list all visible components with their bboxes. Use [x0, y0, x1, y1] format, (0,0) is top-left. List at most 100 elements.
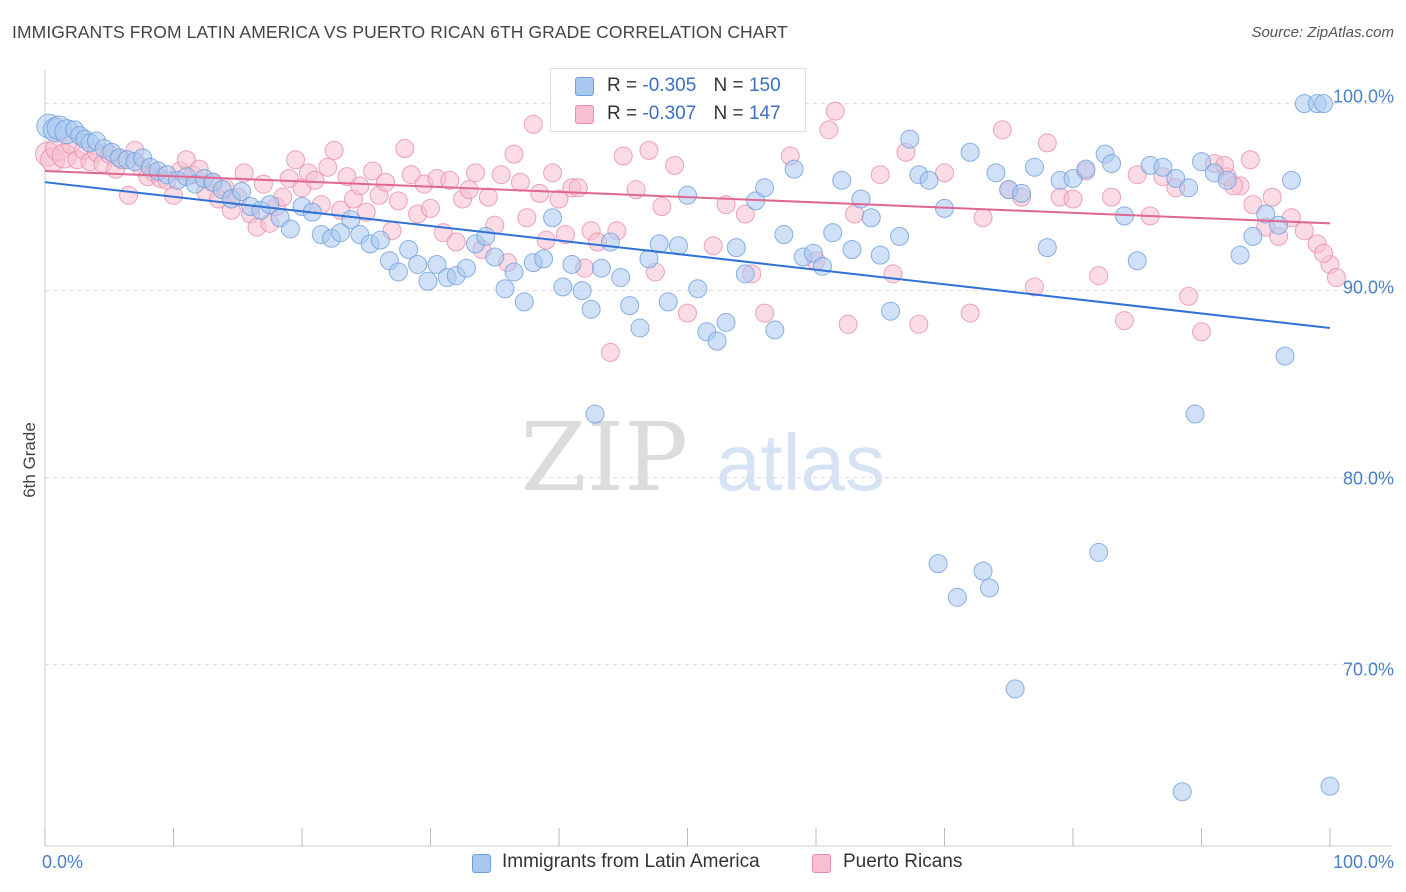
point-blue-126 — [1243, 226, 1263, 246]
point-pink-97 — [716, 195, 736, 215]
point-blue-36 — [341, 210, 361, 230]
point-blue-88 — [842, 240, 862, 260]
point-pink-110 — [909, 314, 929, 334]
point-blue-90 — [861, 208, 881, 228]
point-blue-97 — [928, 554, 948, 574]
point-blue-129 — [1275, 346, 1295, 366]
point-pink-125 — [1127, 165, 1147, 185]
point-pink-47 — [337, 167, 357, 187]
point-blue-130 — [1281, 170, 1301, 190]
series-latin-america — [36, 94, 1340, 802]
point-pink-107 — [870, 165, 890, 185]
point-blue-119 — [1166, 168, 1186, 188]
legend-row-blue: R = -0.305 N = 150 — [607, 75, 781, 96]
point-pink-89 — [613, 146, 633, 166]
trend-line-pink — [44, 169, 1331, 225]
point-blue-77 — [735, 264, 755, 284]
point-pink-117 — [1024, 277, 1044, 297]
point-blue-65 — [620, 296, 640, 316]
point-blue-76 — [726, 238, 746, 258]
point-blue-71 — [678, 185, 697, 205]
point-pink-34 — [253, 174, 273, 194]
point-pink-122 — [1089, 266, 1109, 286]
point-pink-50 — [356, 202, 376, 222]
point-pink-80 — [549, 189, 569, 209]
point-blue-39 — [370, 230, 390, 250]
point-pink-77 — [530, 183, 550, 203]
point-blue-53 — [504, 262, 524, 282]
point-pink-129 — [1179, 286, 1199, 306]
point-blue-61 — [581, 299, 601, 319]
point-pink-105 — [838, 314, 858, 334]
point-blue-107 — [1024, 157, 1044, 177]
point-pink-81 — [555, 225, 575, 245]
point-pink-141 — [1314, 243, 1334, 263]
source-text: Source: ZipAtlas.com — [1251, 24, 1394, 41]
point-blue-92 — [881, 301, 901, 321]
x-tick-100: 100.0% — [1332, 852, 1394, 872]
point-blue-122 — [1192, 152, 1211, 172]
point-blue-67 — [639, 249, 659, 269]
point-blue-124 — [1217, 170, 1237, 190]
point-pink-123 — [1102, 187, 1122, 207]
point-blue-103 — [986, 163, 1006, 183]
point-pink-55 — [388, 191, 408, 211]
point-blue-82 — [784, 159, 804, 179]
point-blue-128 — [1269, 215, 1289, 235]
point-blue-84 — [803, 243, 823, 263]
point-blue-56 — [534, 249, 554, 269]
point-pink-113 — [973, 208, 993, 228]
point-pink-87 — [600, 342, 620, 362]
watermark-zip: ZIP — [521, 403, 688, 513]
point-blue-25 — [232, 182, 252, 202]
point-blue-112 — [1089, 542, 1109, 562]
point-blue-44 — [418, 271, 438, 291]
point-pink-104 — [825, 101, 845, 121]
point-pink-83 — [568, 178, 588, 198]
point-blue-30 — [280, 219, 300, 239]
point-blue-102 — [979, 578, 999, 598]
point-blue-64 — [611, 268, 631, 288]
y-tick-80: 80.0% — [1342, 468, 1394, 489]
point-blue-91 — [870, 245, 890, 265]
point-pink-130 — [1192, 322, 1211, 342]
bottom-legend-swatch-pink — [812, 854, 831, 873]
bottom-legend-blue-label: Immigrants from Latin America — [502, 851, 760, 872]
point-pink-45 — [324, 140, 344, 160]
point-blue-48 — [456, 258, 476, 278]
point-pink-98 — [735, 204, 755, 224]
point-pink-64 — [446, 232, 466, 252]
correlation-legend: R = -0.305 N = 150 R = -0.307 N = 147 — [550, 68, 806, 132]
point-pink-91 — [639, 140, 659, 160]
point-pink-120 — [1063, 189, 1083, 209]
point-blue-69 — [658, 292, 678, 312]
trend-line-blue — [44, 181, 1331, 330]
point-pink-112 — [960, 303, 980, 323]
legend-swatch-blue — [575, 77, 594, 96]
point-pink-74 — [510, 172, 530, 192]
point-pink-44 — [318, 157, 338, 177]
point-pink-51 — [363, 161, 383, 181]
point-blue-66 — [630, 318, 650, 338]
y-tick-70: 70.0% — [1342, 659, 1394, 680]
point-blue-93 — [890, 226, 910, 246]
point-blue-43 — [408, 254, 428, 274]
point-pink-49 — [350, 176, 370, 196]
point-pink-63 — [440, 170, 460, 190]
point-blue-118 — [1153, 157, 1173, 177]
point-pink-39 — [286, 150, 306, 170]
chart-title: IMMIGRANTS FROM LATIN AMERICA VS PUERTO … — [12, 22, 788, 42]
point-blue-120 — [1172, 782, 1192, 802]
point-pink-42 — [305, 170, 325, 190]
point-blue-52 — [495, 279, 515, 299]
point-pink-100 — [755, 303, 775, 323]
series-puerto-ricans — [35, 101, 1346, 362]
point-pink-67 — [465, 163, 485, 183]
axes — [44, 70, 1392, 847]
bottom-legend-pink-label: Puerto Ricans — [843, 851, 963, 872]
point-pink-75 — [517, 208, 537, 228]
point-blue-62 — [591, 258, 611, 278]
watermark-atlas: atlas — [716, 418, 885, 507]
y-tick-100: 100.0% — [1332, 86, 1394, 107]
